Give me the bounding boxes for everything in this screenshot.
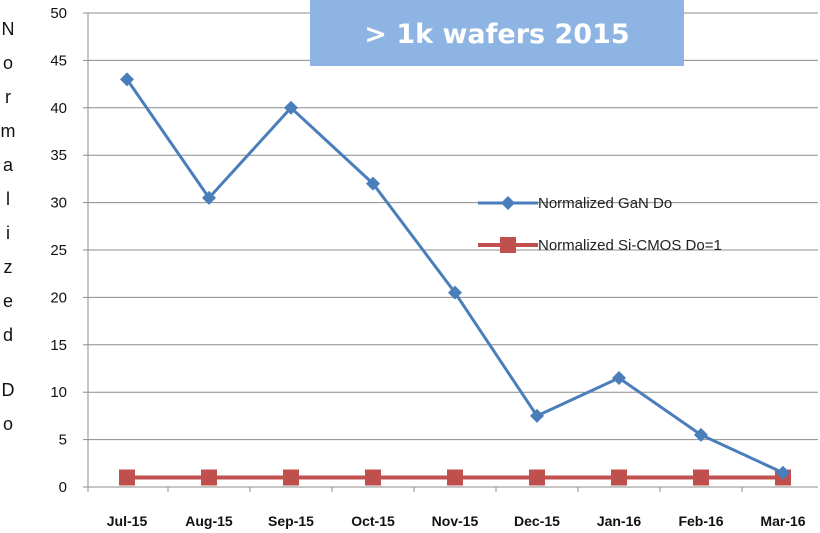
data-point <box>120 72 134 87</box>
data-point <box>693 469 709 486</box>
data-point <box>202 190 216 205</box>
y-axis-label-char: e <box>3 291 13 311</box>
legend: Normalized GaN Do Normalized Si-CMOS Do=1 <box>478 195 722 254</box>
data-point <box>530 408 544 423</box>
data-point <box>201 469 217 486</box>
x-tick-label: Sep-15 <box>268 513 314 529</box>
data-point <box>283 469 299 486</box>
y-axis-label-char: l <box>6 189 10 209</box>
y-axis-label-char: N <box>2 19 15 39</box>
y-axis-label-char: D <box>2 380 15 400</box>
legend-label: Normalized GaN Do <box>538 195 672 212</box>
y-axis-label-char: o <box>3 414 13 434</box>
y-axis-label-char: a <box>3 155 14 175</box>
data-point <box>366 176 380 191</box>
y-tick-label: 40 <box>50 100 67 117</box>
y-tick-label: 30 <box>50 195 67 212</box>
legend-label: Normalized Si-CMOS Do=1 <box>538 237 722 254</box>
y-tick-label: 35 <box>50 147 67 164</box>
y-tick-labels: 0 5 10 15 20 25 30 35 40 45 50 <box>50 5 88 496</box>
legend-item: Normalized GaN Do <box>478 195 672 212</box>
y-axis-label-char: r <box>5 87 11 107</box>
data-point <box>447 469 463 486</box>
data-point <box>612 370 626 385</box>
data-point <box>694 427 708 442</box>
series-line <box>125 78 784 475</box>
x-tick-label: Feb-16 <box>678 513 723 529</box>
x-tick-label: Mar-16 <box>760 513 805 529</box>
x-tick-label: Jul-15 <box>107 513 148 529</box>
y-tick-label: 0 <box>59 479 67 496</box>
series-layer <box>119 72 791 486</box>
annotation-banner: > 1k wafers 2015 <box>310 0 684 66</box>
y-axis-label-char: z <box>4 257 13 277</box>
legend-item: Normalized Si-CMOS Do=1 <box>478 237 722 254</box>
data-point <box>284 100 298 115</box>
data-point <box>529 469 545 486</box>
series-gan-do <box>120 72 790 480</box>
series-si-cmos-do <box>119 469 791 486</box>
y-tick-label: 25 <box>50 242 67 259</box>
annotation-text: > 1k wafers 2015 <box>364 19 629 50</box>
y-tick-label: 50 <box>50 5 67 22</box>
y-tick-label: 15 <box>50 337 67 354</box>
x-tick-labels: Jul-15 Aug-15 Sep-15 Oct-15 Nov-15 Dec-15 Jan-… <box>87 487 806 529</box>
y-axis-label-char: d <box>3 325 13 345</box>
y-axis-label-char: m <box>1 121 16 141</box>
y-tick-label: 5 <box>59 432 67 449</box>
x-tick-label: Dec-15 <box>514 513 560 529</box>
x-tick-label: Nov-15 <box>432 513 479 529</box>
y-tick-label: 20 <box>50 289 67 306</box>
data-point <box>611 469 627 486</box>
data-point <box>119 469 135 486</box>
y-axis-label-char: o <box>3 53 13 73</box>
y-axis-label-char: i <box>6 223 10 243</box>
data-point <box>448 285 462 300</box>
annotation-box <box>310 0 684 66</box>
y-tick-label: 45 <box>50 52 67 69</box>
x-tick-label: Jan-16 <box>597 513 642 529</box>
legend-marker <box>500 237 516 253</box>
x-tick-label: Oct-15 <box>351 513 395 529</box>
x-tick-label: Aug-15 <box>185 513 233 529</box>
y-tick-label: 10 <box>50 384 67 401</box>
data-point <box>365 469 381 486</box>
legend-marker <box>501 196 515 210</box>
data-point <box>776 465 790 480</box>
